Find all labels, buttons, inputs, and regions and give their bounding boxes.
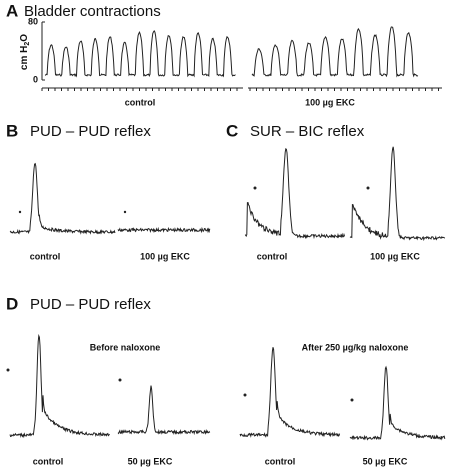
panel-letter: A (6, 1, 18, 20)
panel-subtitle: After 250 µg/kg naloxone (302, 342, 409, 352)
panel-letter: D (6, 294, 18, 313)
trace (44, 29, 236, 78)
panel-title: PUD – PUD reflex (30, 123, 151, 140)
condition-label: control (125, 97, 156, 107)
trace (349, 365, 446, 441)
stimulus-marker (253, 186, 257, 190)
condition-label: 100 µg EKC (140, 251, 190, 261)
y-axis-label: cm H2O (19, 34, 31, 70)
panel-subtitle: Before naloxone (90, 342, 161, 352)
trace (117, 385, 211, 436)
trace (9, 333, 110, 439)
stimulus-marker (123, 210, 127, 214)
panel-title: PUD – PUD reflex (30, 296, 151, 313)
trace (244, 148, 346, 240)
stimulus-marker (350, 398, 354, 402)
condition-label: 50 µg EKC (128, 456, 173, 466)
condition-label: control (33, 456, 64, 466)
trace (117, 226, 211, 234)
stimulus-marker (18, 210, 22, 214)
panel-title: SUR – BIC reflex (250, 123, 365, 140)
panel-letter: C (226, 121, 238, 140)
stimulus-marker (366, 186, 370, 190)
y-label-part: O (19, 34, 30, 42)
stimulus-marker (6, 368, 10, 372)
y-tick-label: 0 (33, 74, 38, 84)
condition-label: 100 µg EKC (305, 97, 355, 107)
panel-letter: B (6, 121, 18, 140)
trace (349, 146, 446, 242)
trace (239, 347, 341, 438)
stimulus-marker (118, 378, 122, 382)
panel-title: Bladder contractions (24, 3, 161, 20)
trace (9, 162, 116, 235)
y-label-part: 2 (24, 42, 31, 46)
condition-label: 100 µg EKC (370, 251, 420, 261)
y-label-part: cm H (19, 46, 30, 70)
condition-label: 50 µg EKC (363, 456, 408, 466)
stimulus-marker (243, 393, 247, 397)
y-tick-label: 80 (28, 16, 38, 26)
condition-label: control (257, 251, 288, 261)
condition-label: control (265, 456, 296, 466)
stimulus-markers (6, 186, 370, 402)
trace (251, 26, 419, 78)
condition-label: control (30, 251, 61, 261)
